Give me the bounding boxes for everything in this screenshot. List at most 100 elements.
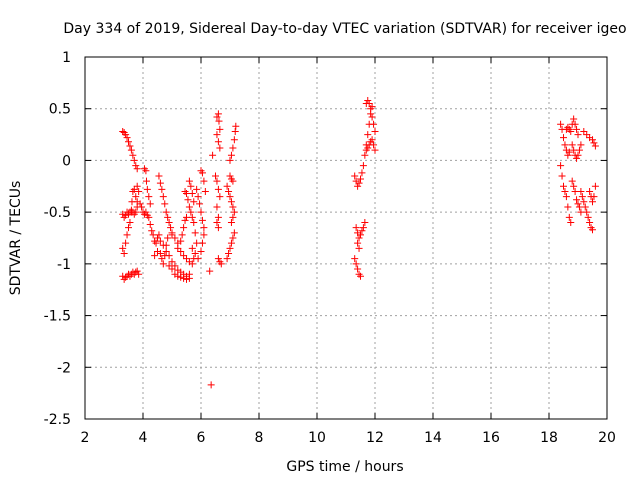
y-tick-label: 0 bbox=[62, 153, 71, 169]
data-point bbox=[188, 190, 196, 198]
data-point bbox=[168, 231, 176, 239]
series-sdtvar bbox=[119, 96, 599, 389]
data-point bbox=[130, 185, 138, 193]
data-point bbox=[200, 231, 208, 239]
data-point bbox=[230, 229, 238, 237]
data-point bbox=[560, 182, 567, 190]
data-point bbox=[230, 136, 238, 144]
data-point bbox=[561, 141, 569, 149]
data-point bbox=[154, 234, 161, 242]
data-point bbox=[164, 213, 172, 221]
data-point bbox=[138, 203, 146, 211]
data-point bbox=[364, 144, 372, 152]
data-point bbox=[213, 203, 221, 211]
x-tick-label: 10 bbox=[308, 430, 326, 446]
data-point bbox=[358, 227, 366, 235]
data-point bbox=[570, 115, 578, 123]
data-point bbox=[133, 267, 141, 275]
data-point bbox=[557, 162, 565, 170]
data-point bbox=[165, 218, 173, 226]
data-point bbox=[354, 265, 362, 273]
data-point bbox=[584, 213, 592, 221]
plot-frame bbox=[84, 56, 608, 420]
data-point bbox=[229, 177, 237, 185]
data-point bbox=[119, 244, 127, 252]
data-point bbox=[564, 203, 572, 211]
data-point bbox=[119, 127, 127, 135]
data-point bbox=[188, 260, 196, 268]
data-point bbox=[129, 151, 137, 159]
data-point bbox=[586, 218, 594, 226]
y-tick-label: -0.5 bbox=[44, 205, 71, 221]
data-point bbox=[223, 255, 231, 263]
x-tick-labels: 2 4 6 8 10 12 14 16 18 20 bbox=[81, 430, 616, 446]
data-point bbox=[191, 250, 199, 258]
data-point bbox=[368, 136, 376, 144]
data-point bbox=[213, 131, 221, 139]
data-point bbox=[197, 247, 205, 255]
data-point bbox=[156, 237, 164, 245]
x-tick-label: 2 bbox=[81, 430, 90, 446]
data-point bbox=[578, 193, 586, 201]
data-point bbox=[145, 213, 153, 221]
data-point bbox=[190, 198, 198, 206]
data-point bbox=[197, 208, 205, 216]
data-point bbox=[122, 239, 130, 247]
data-point bbox=[214, 185, 222, 193]
data-point bbox=[133, 182, 141, 190]
data-point bbox=[355, 244, 363, 252]
chart-title: Day 334 of 2019, Sidereal Day-to-day VTE… bbox=[63, 21, 626, 37]
data-point bbox=[370, 120, 378, 128]
data-point bbox=[371, 146, 379, 154]
x-tick-label: 20 bbox=[598, 430, 616, 446]
data-point bbox=[177, 247, 185, 255]
data-point bbox=[135, 270, 143, 278]
data-point bbox=[358, 169, 366, 177]
data-point bbox=[589, 136, 596, 144]
data-point bbox=[201, 187, 209, 195]
data-point bbox=[183, 275, 190, 283]
data-point bbox=[187, 208, 195, 216]
x-tick-label: 18 bbox=[540, 430, 558, 446]
data-point bbox=[168, 265, 176, 273]
data-point bbox=[183, 255, 190, 263]
data-point bbox=[568, 141, 576, 149]
y-tick-label: 1 bbox=[62, 50, 71, 66]
data-point bbox=[132, 193, 140, 201]
data-point bbox=[564, 151, 572, 159]
x-tick-label: 6 bbox=[197, 430, 206, 446]
data-point bbox=[232, 122, 240, 130]
data-point bbox=[580, 198, 588, 206]
data-point bbox=[355, 179, 363, 187]
data-point bbox=[352, 224, 360, 232]
data-point bbox=[214, 255, 222, 263]
data-point bbox=[214, 138, 222, 146]
data-point bbox=[142, 208, 150, 216]
data-point bbox=[364, 131, 372, 139]
data-point bbox=[193, 185, 201, 193]
data-point bbox=[361, 151, 369, 159]
data-point bbox=[207, 381, 215, 389]
data-point bbox=[123, 134, 131, 142]
data-point bbox=[357, 175, 364, 183]
data-point bbox=[180, 224, 188, 232]
data-point bbox=[568, 177, 576, 185]
data-point bbox=[213, 177, 221, 185]
x-tick-label: 12 bbox=[366, 430, 384, 446]
data-point bbox=[180, 252, 188, 260]
data-point bbox=[586, 187, 594, 195]
data-point bbox=[142, 177, 150, 185]
data-point bbox=[225, 187, 233, 195]
data-point bbox=[571, 120, 579, 128]
data-point bbox=[185, 274, 193, 282]
data-point bbox=[561, 187, 569, 195]
data-point bbox=[200, 177, 208, 185]
y-tick-labels: -2.5 -2 -1.5 -1 -0.5 0 0.5 1 bbox=[44, 50, 71, 428]
data-point bbox=[589, 198, 596, 206]
data-point bbox=[351, 172, 359, 180]
data-point bbox=[122, 131, 130, 139]
data-point bbox=[177, 237, 185, 245]
y-tick-label: -1.5 bbox=[44, 309, 71, 325]
data-point bbox=[227, 218, 235, 226]
